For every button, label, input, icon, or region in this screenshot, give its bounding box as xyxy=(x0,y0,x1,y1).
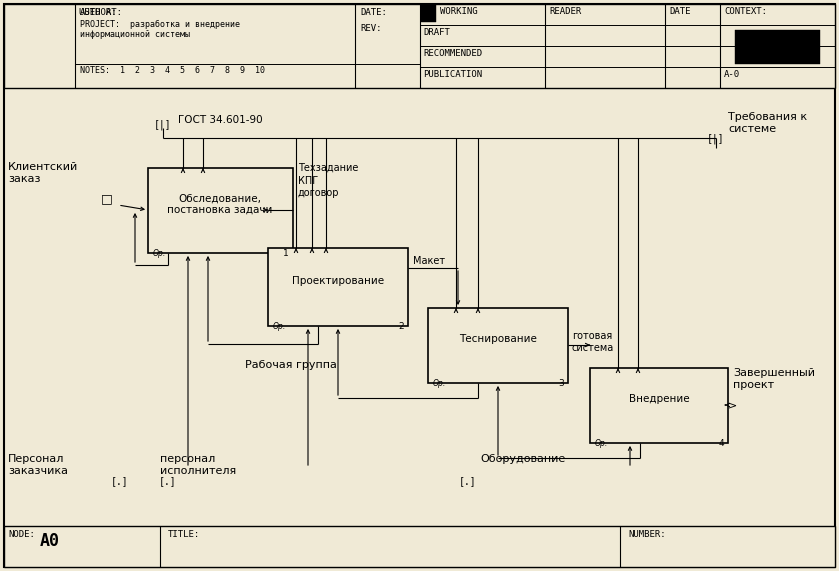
Bar xyxy=(4,4,835,88)
Text: RECOMMENDED: RECOMMENDED xyxy=(423,49,482,58)
Bar xyxy=(590,443,728,453)
Text: Клиентский
заказ: Клиентский заказ xyxy=(8,162,78,184)
Text: готовая
система: готовая система xyxy=(572,331,614,353)
Text: AUTHOR:: AUTHOR: xyxy=(80,8,117,17)
Bar xyxy=(421,5,436,22)
Text: 3: 3 xyxy=(558,379,564,388)
Text: Ор.: Ор. xyxy=(153,249,166,258)
Text: [|]: [|] xyxy=(154,120,172,131)
Text: A0: A0 xyxy=(40,532,60,550)
Text: Проектирование: Проектирование xyxy=(292,276,384,286)
Text: NUMBER:: NUMBER: xyxy=(628,530,665,539)
Bar xyxy=(590,368,728,443)
Text: [.]: [.] xyxy=(459,476,477,486)
Bar xyxy=(148,168,293,253)
Bar xyxy=(428,308,568,383)
Text: Завершенный
проект: Завершенный проект xyxy=(733,368,815,389)
Text: договор: договор xyxy=(298,188,340,198)
Text: WORKING: WORKING xyxy=(440,7,477,16)
Text: [|]: [|] xyxy=(707,133,725,143)
Bar xyxy=(735,30,820,63)
Text: A-0: A-0 xyxy=(724,70,740,79)
Text: NOTES:  1  2  3  4  5  6  7  8  9  10: NOTES: 1 2 3 4 5 6 7 8 9 10 xyxy=(80,66,265,75)
Text: Ор.: Ор. xyxy=(433,379,446,388)
Bar xyxy=(268,248,408,326)
Text: 1: 1 xyxy=(284,249,289,258)
Text: Рабочая группа: Рабочая группа xyxy=(245,360,337,370)
Text: REV:: REV: xyxy=(360,24,382,33)
Text: PUBLICATION: PUBLICATION xyxy=(423,70,482,79)
Text: КПГ: КПГ xyxy=(298,176,318,186)
Text: 4: 4 xyxy=(718,439,724,448)
Bar xyxy=(154,174,299,259)
Text: Ор.: Ор. xyxy=(595,439,608,448)
Text: [.]: [.] xyxy=(112,476,129,486)
Bar xyxy=(274,254,414,332)
Text: ГОСТ 34.601-90: ГОСТ 34.601-90 xyxy=(178,115,263,125)
Text: >: > xyxy=(728,400,737,410)
Bar xyxy=(596,374,734,449)
Bar xyxy=(268,326,408,336)
Text: READER: READER xyxy=(549,7,581,16)
Text: NODE:: NODE: xyxy=(8,530,35,539)
Text: TITLE:: TITLE: xyxy=(168,530,201,539)
Text: Ор.: Ор. xyxy=(273,322,286,331)
Text: 2: 2 xyxy=(399,322,404,331)
Text: Теснирование: Теснирование xyxy=(459,334,537,344)
Text: PROJECT:  разработка и внедрение
информационной системы: PROJECT: разработка и внедрение информац… xyxy=(80,20,240,39)
Text: CONTEXT:: CONTEXT: xyxy=(724,7,767,16)
Text: Техзадание: Техзадание xyxy=(298,163,358,173)
Text: DATE: DATE xyxy=(669,7,690,16)
Bar xyxy=(434,314,574,389)
Text: USED AT:: USED AT: xyxy=(79,8,122,17)
Text: Требования к
системе: Требования к системе xyxy=(728,112,807,134)
Bar xyxy=(4,526,835,567)
Text: Обследование,
постановка задачи: Обследование, постановка задачи xyxy=(167,193,273,215)
Text: DATE:: DATE: xyxy=(360,8,387,17)
Text: Оборудование: Оборудование xyxy=(480,454,565,464)
Text: Внедрение: Внедрение xyxy=(628,394,690,404)
Text: DRAFT: DRAFT xyxy=(423,28,450,37)
Text: Персонал
заказчика: Персонал заказчика xyxy=(8,454,68,476)
Text: □: □ xyxy=(102,192,113,206)
Bar xyxy=(148,253,293,265)
Text: [.]: [.] xyxy=(159,476,177,486)
Bar xyxy=(428,383,568,393)
Text: Макет: Макет xyxy=(413,256,446,266)
Text: персонал
исполнителя: персонал исполнителя xyxy=(160,454,237,476)
